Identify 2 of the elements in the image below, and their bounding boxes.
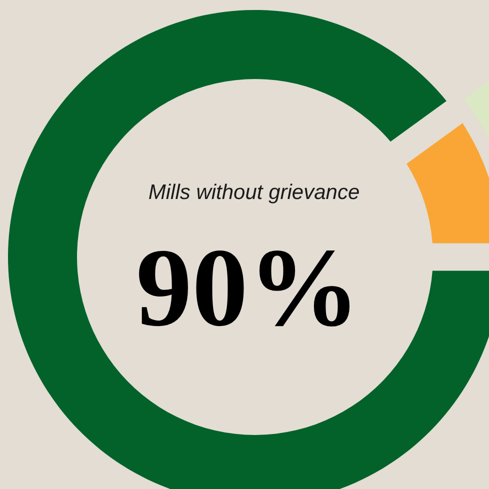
data-label: 90% (136, 226, 360, 350)
text: Mills without grievance (148, 181, 360, 204)
